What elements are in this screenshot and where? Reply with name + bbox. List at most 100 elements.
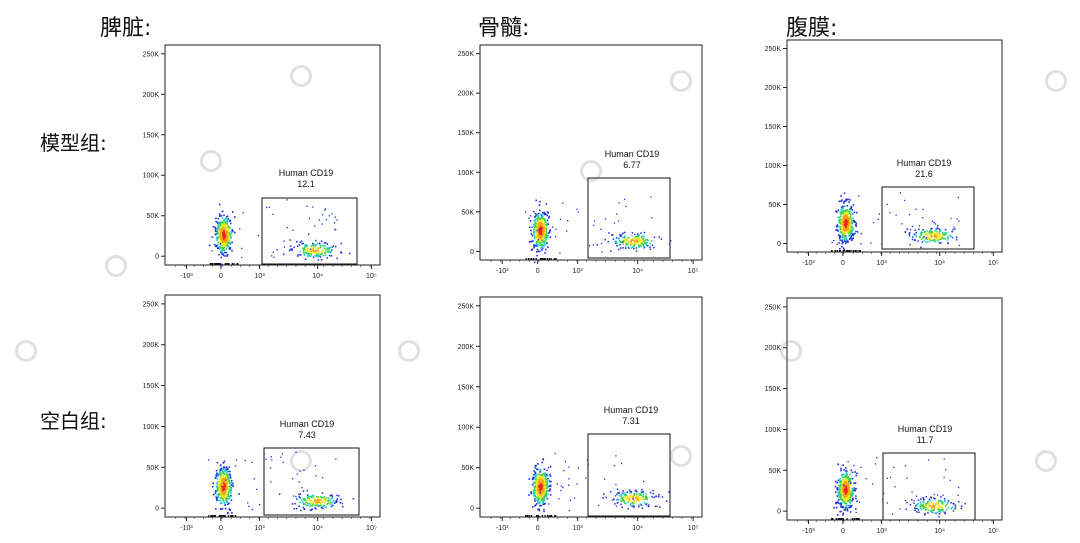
event-dot [630, 239, 632, 242]
event-dot [909, 504, 912, 506]
event-dot [943, 233, 946, 235]
event-dot [533, 238, 536, 240]
y-tick-label: 50K [769, 202, 782, 209]
event-dot [220, 484, 222, 486]
event-dot [306, 489, 308, 492]
event-dot [306, 245, 308, 247]
event-dot [535, 231, 537, 233]
event-dot [925, 241, 927, 244]
event-dot [219, 247, 221, 249]
event-dot [318, 251, 321, 254]
event-dot [844, 498, 846, 500]
event-dot [845, 495, 847, 497]
event-dot [299, 470, 301, 472]
event-dot [849, 199, 851, 201]
event-dot [317, 497, 320, 500]
event-dot [214, 226, 216, 229]
event-dot [636, 242, 639, 244]
event-dot [537, 236, 540, 239]
event-dot [543, 226, 545, 229]
x-tick-label: 0 [841, 260, 845, 267]
event-dot [618, 202, 620, 204]
y-tick-label: 0 [777, 241, 781, 248]
event-dot [544, 231, 546, 234]
event-dot [638, 246, 641, 248]
event-dot [937, 227, 939, 230]
event-dot [223, 243, 226, 246]
event-dot [227, 487, 229, 490]
event-dot [914, 507, 916, 509]
event-dot [612, 499, 614, 501]
event-dot [538, 481, 540, 484]
event-dot [222, 474, 225, 477]
event-dot [272, 213, 274, 215]
event-dot [837, 479, 840, 482]
event-dot [834, 250, 836, 252]
event-dot [543, 489, 546, 492]
y-tick-label: 200K [765, 85, 782, 92]
event-dot [851, 518, 853, 520]
event-dot [543, 479, 546, 481]
event-dot [842, 485, 844, 488]
event-dot [601, 251, 603, 253]
event-dot [840, 490, 842, 492]
event-dot [318, 247, 321, 250]
event-dot [849, 501, 851, 503]
event-dot [223, 466, 225, 468]
event-dot [926, 238, 928, 240]
event-dot [839, 496, 841, 498]
event-dot [224, 241, 226, 244]
event-dot [930, 497, 933, 499]
event-dot [286, 199, 288, 201]
event-dot [539, 209, 541, 212]
event-dot [323, 504, 325, 506]
event-dot [226, 468, 229, 471]
event-dot [540, 488, 543, 491]
event-dot [535, 243, 538, 245]
event-dot [915, 495, 918, 497]
event-dot [317, 497, 319, 499]
event-dot [633, 247, 635, 250]
event-dot [839, 222, 842, 225]
event-dot [539, 489, 541, 491]
event-dot [298, 481, 300, 483]
event-dot [618, 243, 621, 246]
event-dots [525, 452, 670, 518]
event-dot [227, 515, 230, 517]
event-dot [837, 250, 839, 252]
event-dot [849, 511, 852, 513]
event-dots [831, 456, 966, 520]
event-dot [226, 239, 228, 242]
event-dot [938, 239, 940, 241]
event-dot [533, 258, 535, 260]
event-dot [228, 491, 230, 494]
event-dot [298, 493, 300, 496]
event-dot [232, 211, 234, 213]
event-dot [627, 244, 629, 246]
event-dot [311, 247, 313, 249]
event-dot [928, 498, 931, 501]
event-dot [315, 253, 318, 256]
event-dot [549, 475, 552, 478]
event-dot [327, 499, 329, 502]
event-dot [533, 210, 535, 213]
event-dot [913, 502, 915, 504]
event-dot [226, 500, 228, 502]
event-dot [560, 485, 563, 487]
event-dot [625, 240, 628, 243]
event-dot [842, 224, 845, 227]
event-dot [939, 228, 941, 230]
event-dot [530, 515, 533, 517]
event-dot [312, 503, 314, 506]
event-dot [847, 222, 849, 225]
event-dot [538, 477, 540, 479]
event-dot [833, 506, 835, 509]
event-dot [845, 237, 848, 239]
event-dot [317, 247, 319, 249]
event-dot [952, 228, 954, 231]
y-tick-label: 250K [458, 303, 475, 310]
event-dot [936, 503, 939, 506]
event-dot [302, 490, 305, 492]
event-dot [311, 494, 314, 496]
event-dot [939, 233, 941, 235]
